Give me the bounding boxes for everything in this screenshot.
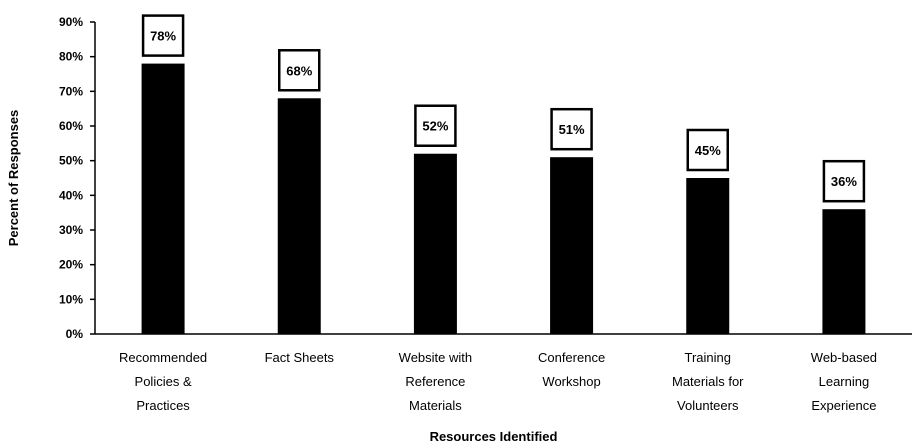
data-label: 68% bbox=[278, 49, 321, 92]
y-tick-label: 10% bbox=[59, 292, 83, 306]
x-category-label: Website with Reference Materials bbox=[399, 350, 472, 413]
data-label-box bbox=[141, 14, 185, 57]
data-label: 78% bbox=[141, 14, 185, 57]
y-tick-label: 0% bbox=[66, 327, 84, 341]
x-axis-labels: Recommended Policies & Practices Fact Sheet… bbox=[119, 350, 877, 413]
data-label: 36% bbox=[822, 159, 866, 203]
data-label-text: 78% bbox=[150, 29, 176, 44]
data-label-box bbox=[822, 159, 866, 203]
y-tick-label: 20% bbox=[59, 258, 83, 272]
data-label-box bbox=[278, 49, 321, 92]
x-category-label: Recommended Policies & Practices bbox=[119, 350, 207, 413]
bar bbox=[141, 63, 185, 334]
y-tick-label: 50% bbox=[59, 154, 83, 168]
data-label-box bbox=[686, 128, 729, 172]
y-tick-label: 60% bbox=[59, 119, 83, 133]
data-label: 45% bbox=[686, 128, 729, 172]
data-labels-group: 78% 68% 52% 51% 45% 36% bbox=[141, 14, 866, 203]
bar bbox=[550, 157, 594, 334]
data-label-box bbox=[414, 104, 457, 147]
data-label-text: 52% bbox=[422, 119, 448, 134]
y-tick-label: 90% bbox=[59, 15, 83, 29]
data-label-text: 68% bbox=[286, 63, 312, 78]
y-tick-label: 30% bbox=[59, 223, 83, 237]
bar bbox=[686, 178, 730, 334]
bars-group bbox=[141, 63, 866, 335]
data-label-text: 45% bbox=[695, 143, 721, 158]
data-label-text: 36% bbox=[831, 174, 857, 189]
y-tick-label: 40% bbox=[59, 188, 83, 202]
y-tick-label: 70% bbox=[59, 84, 83, 98]
x-axis-title: Resources Identified bbox=[430, 429, 558, 444]
data-label-text: 51% bbox=[559, 122, 585, 137]
data-label: 52% bbox=[414, 104, 457, 147]
x-category-label: Fact Sheets bbox=[265, 350, 335, 365]
bar bbox=[413, 153, 457, 334]
data-label: 51% bbox=[550, 107, 593, 151]
bar bbox=[277, 98, 321, 335]
y-tick-label: 80% bbox=[59, 50, 83, 64]
x-category-label: Conference Workshop bbox=[538, 350, 605, 389]
data-label-box bbox=[550, 107, 593, 151]
y-axis-title: Percent of Responses bbox=[6, 110, 21, 247]
bar bbox=[822, 209, 866, 334]
x-category-label: Training Materials for Volunteers bbox=[672, 350, 744, 413]
x-category-label: Web-based Learning Experience bbox=[811, 350, 877, 413]
y-axis-ticks: 0% 10% 20% 30% 40% 50% 60% 70% 80% 90% bbox=[59, 15, 95, 341]
